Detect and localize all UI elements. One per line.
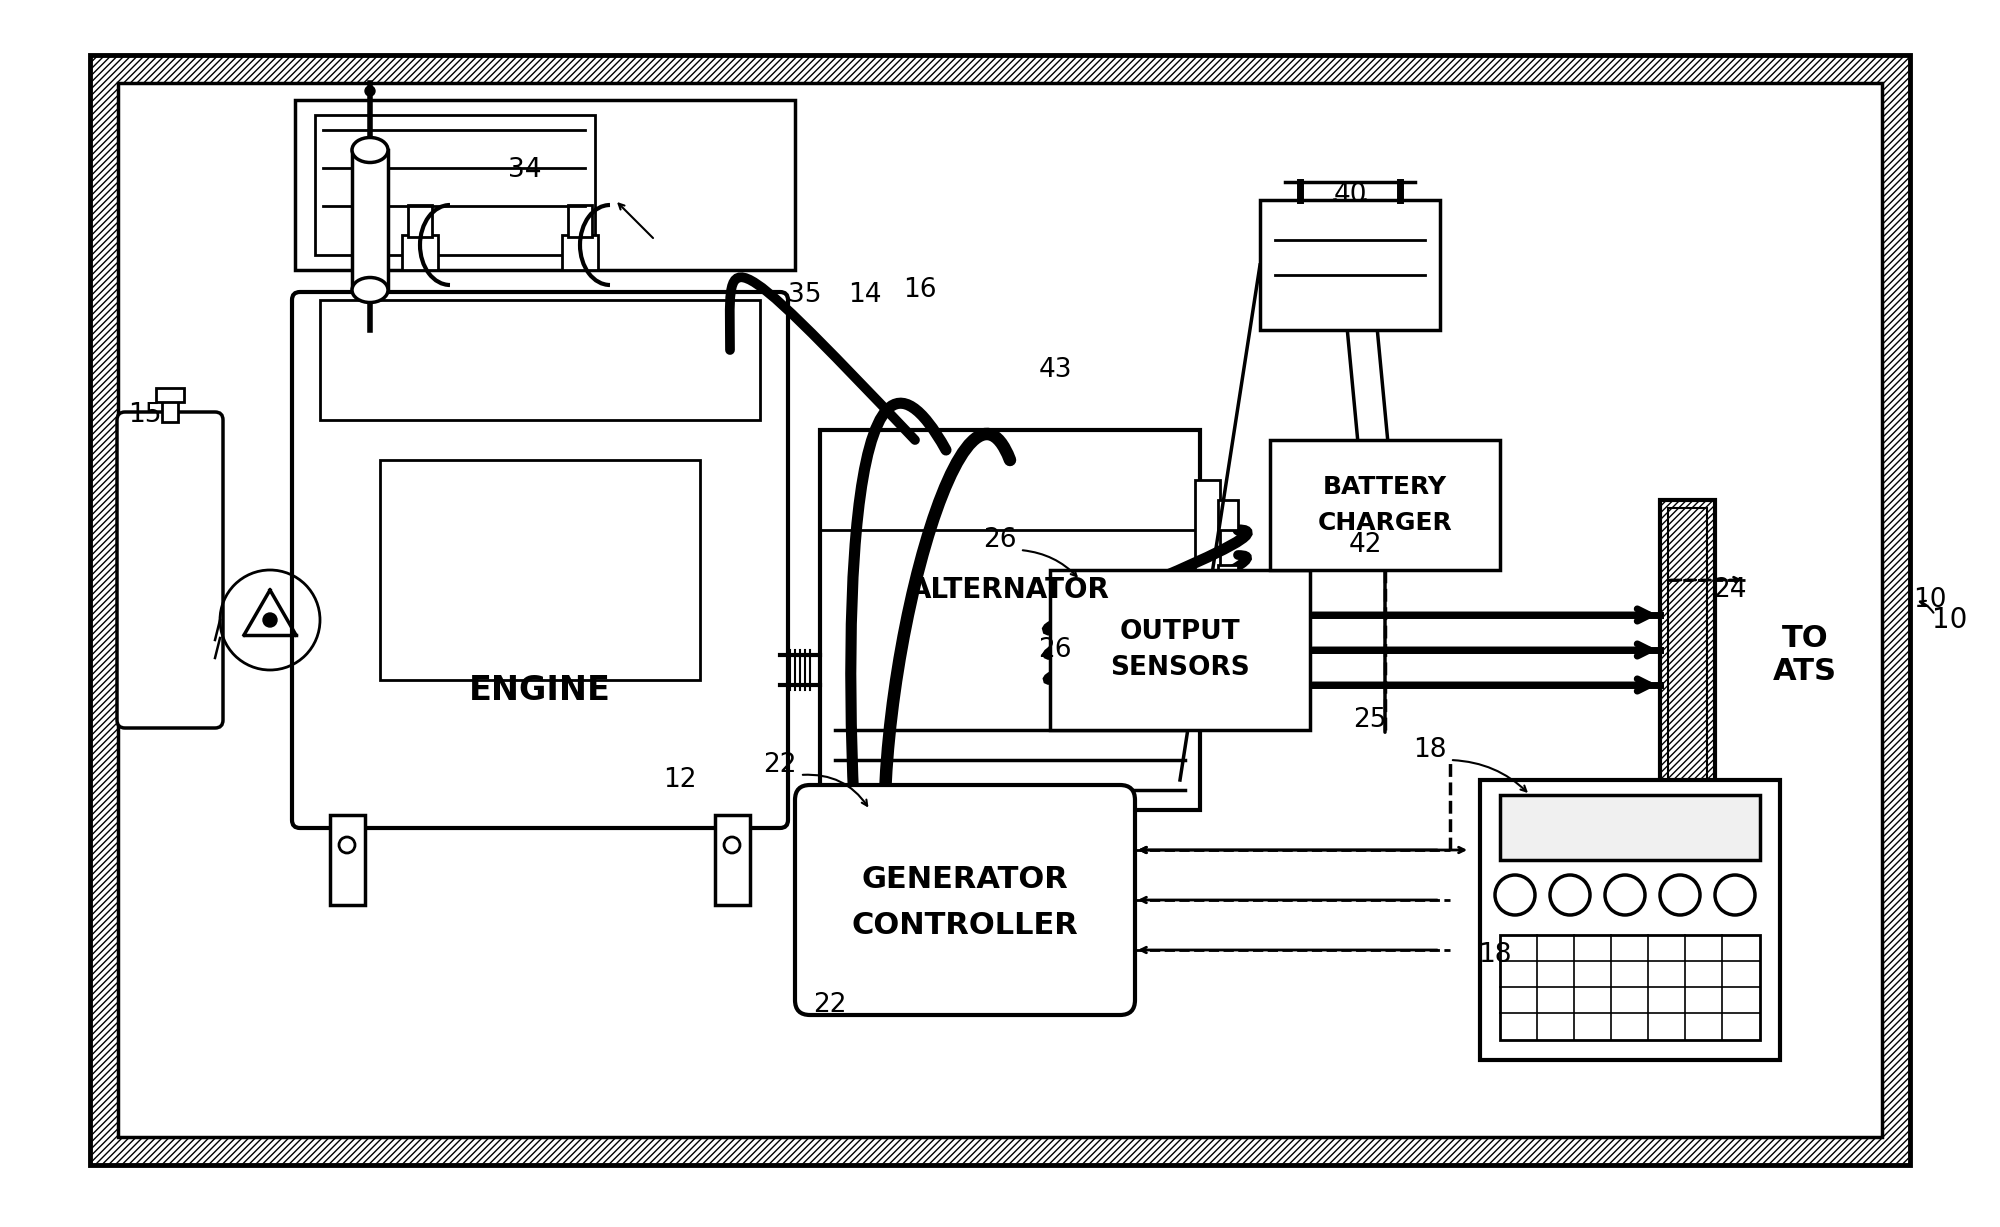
Text: 40: 40: [1334, 182, 1366, 209]
Text: 22: 22: [764, 752, 796, 778]
Bar: [1050, 571, 1310, 730]
Text: 26: 26: [1038, 637, 1072, 663]
Text: 43: 43: [1038, 357, 1072, 383]
Text: CHARGER: CHARGER: [1318, 510, 1452, 535]
Bar: [320, 299, 760, 420]
Text: 24: 24: [1714, 577, 1746, 602]
Bar: [1660, 499, 1716, 810]
Bar: [90, 1137, 1910, 1164]
Bar: [162, 400, 178, 422]
Bar: [296, 99, 796, 270]
Bar: [316, 115, 596, 255]
Text: 10: 10: [1932, 606, 1968, 634]
FancyBboxPatch shape: [796, 785, 1136, 1015]
Bar: [1500, 935, 1760, 1040]
Bar: [352, 150, 388, 290]
FancyBboxPatch shape: [116, 412, 224, 728]
Bar: [90, 55, 1910, 83]
Text: 12: 12: [664, 767, 696, 793]
Bar: [1500, 795, 1760, 860]
Text: 15: 15: [128, 402, 162, 428]
Text: CONTROLLER: CONTROLLER: [852, 910, 1078, 940]
Bar: [1260, 200, 1440, 330]
Bar: [408, 205, 432, 237]
Bar: [1480, 780, 1780, 1060]
Ellipse shape: [352, 137, 388, 162]
Bar: [562, 236, 598, 270]
Bar: [1218, 564, 1238, 595]
Text: 10: 10: [1914, 587, 1946, 614]
Ellipse shape: [352, 277, 388, 303]
Text: 26: 26: [984, 528, 1016, 553]
Bar: [820, 429, 1200, 810]
Text: 18: 18: [1478, 942, 1512, 968]
Bar: [1668, 508, 1708, 802]
Bar: [1270, 440, 1500, 571]
Text: 14: 14: [848, 282, 882, 308]
Text: 42: 42: [1348, 533, 1382, 558]
Text: ENGINE: ENGINE: [470, 674, 610, 707]
Bar: [330, 815, 364, 906]
Bar: [1196, 480, 1220, 699]
Bar: [1882, 55, 1910, 1164]
Text: 35: 35: [788, 282, 822, 308]
Text: SENSORS: SENSORS: [1110, 655, 1250, 681]
Text: 22: 22: [814, 991, 846, 1018]
Bar: [1218, 629, 1238, 660]
Text: 25: 25: [1354, 707, 1386, 733]
Text: ALTERNATOR: ALTERNATOR: [910, 575, 1110, 604]
Text: 34: 34: [508, 157, 542, 183]
Text: OUTPUT: OUTPUT: [1120, 618, 1240, 645]
FancyBboxPatch shape: [292, 292, 788, 828]
Circle shape: [364, 86, 376, 96]
Bar: [402, 236, 438, 270]
Text: 16: 16: [904, 277, 936, 303]
Text: GENERATOR: GENERATOR: [862, 865, 1068, 894]
Text: BATTERY: BATTERY: [1322, 475, 1448, 499]
Bar: [156, 388, 184, 402]
Bar: [90, 55, 118, 1164]
Bar: [118, 83, 1882, 1137]
Bar: [118, 83, 1882, 1137]
Bar: [568, 205, 592, 237]
Bar: [380, 460, 700, 680]
Bar: [1218, 499, 1238, 530]
Text: 18: 18: [1414, 737, 1446, 763]
Bar: [1660, 499, 1716, 810]
Circle shape: [264, 614, 276, 627]
Bar: [716, 815, 750, 906]
Text: TO
ATS: TO ATS: [1774, 623, 1836, 686]
